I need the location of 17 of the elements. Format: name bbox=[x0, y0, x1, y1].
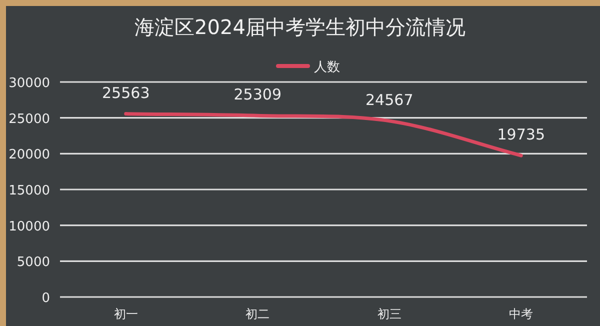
y-tick-label: 5000 bbox=[16, 255, 50, 270]
y-tick-label: 15000 bbox=[8, 184, 50, 198]
y-tick-label: 20000 bbox=[8, 148, 50, 163]
x-tick-label: 中考 bbox=[509, 307, 534, 321]
x-tick-label: 初一 bbox=[114, 307, 138, 321]
chart-title: 海淀区2024届中考学生初中分流情况 bbox=[134, 15, 466, 39]
x-tick-label: 初三 bbox=[377, 307, 402, 321]
y-tick-label: 0 bbox=[42, 291, 50, 306]
data-label: 25563 bbox=[102, 84, 150, 102]
x-tick-label: 初二 bbox=[246, 307, 270, 321]
y-tick-label: 10000 bbox=[8, 219, 50, 234]
y-tick-label: 25000 bbox=[8, 112, 50, 127]
data-label: 24567 bbox=[366, 90, 414, 109]
y-tick-label: 30000 bbox=[8, 76, 50, 91]
data-label: 25309 bbox=[234, 86, 282, 104]
data-label: 19735 bbox=[497, 126, 545, 144]
legend-label: 人数 bbox=[314, 60, 340, 75]
